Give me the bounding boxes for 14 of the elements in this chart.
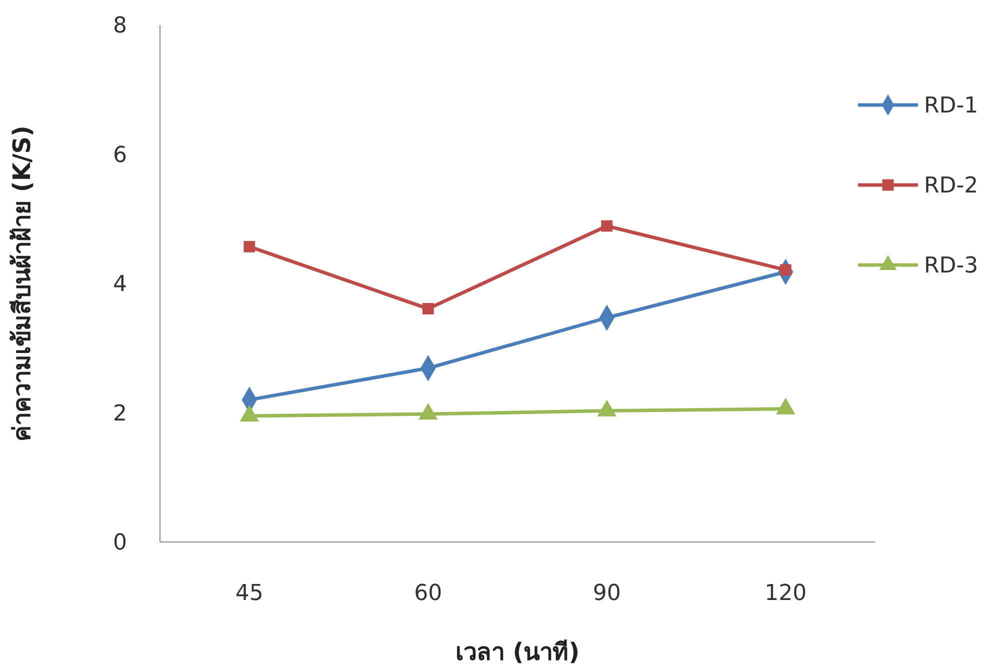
legend-label: RD-2: [924, 174, 978, 199]
y-tick-label: 6: [113, 142, 127, 168]
x-tick-label: 45: [235, 581, 264, 606]
legend-label: RD-3: [924, 254, 978, 279]
x-axis-title: เวลา (นาที): [455, 638, 580, 666]
x-tick-label: 120: [764, 581, 807, 606]
y-tick-label: 4: [113, 272, 127, 298]
x-tick-label: 90: [592, 581, 621, 606]
x-tick-label: 60: [414, 581, 442, 606]
y-tick-label: 2: [113, 401, 127, 426]
y-tick-label: 0: [113, 530, 127, 556]
y-tick-label: 8: [113, 14, 127, 39]
y-axis-title: ค่าความเข้มสีบนผ้าฝ้าย (K/S): [8, 126, 36, 442]
legend-label: RD-1: [924, 94, 978, 119]
